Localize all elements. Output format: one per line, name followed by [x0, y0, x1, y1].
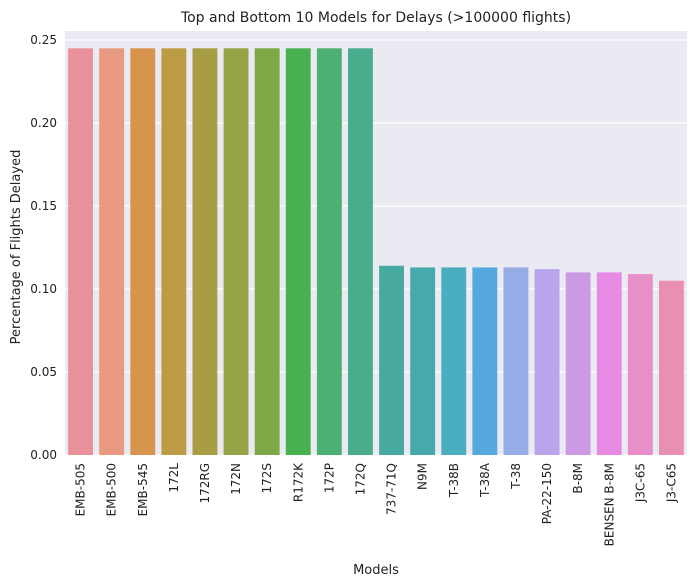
y-tick-label: 0.20 — [30, 116, 57, 130]
x-tick-label: J3-C65 — [664, 463, 678, 503]
x-tick-label: 172Q — [353, 463, 367, 495]
bar-172s — [254, 48, 280, 456]
bar-emb-545 — [130, 48, 156, 456]
bar-bensen-b-8m — [596, 272, 622, 455]
x-tick-label: T-38B — [447, 463, 461, 498]
bar-172p — [316, 48, 342, 456]
x-tick-labels: EMB-505 EMB-500 EMB-545 172L 172RG 172N 172S R1… — [74, 462, 679, 546]
x-tick-label: R172K — [291, 462, 305, 502]
bar-172l — [161, 48, 187, 456]
bar-t-38 — [503, 267, 529, 455]
bar-j3c-65 — [627, 274, 653, 455]
bar-t-38b — [441, 267, 467, 455]
bar-j3-c65 — [659, 280, 684, 455]
x-tick-label: BENSEN B-8M — [602, 463, 616, 546]
y-tick-label: 0.10 — [30, 282, 57, 296]
bars — [68, 48, 684, 456]
x-tick-label: 172N — [229, 463, 243, 495]
x-axis-label: Models — [353, 563, 399, 578]
y-tick-label: 0.15 — [30, 199, 57, 213]
plot-area — [65, 31, 687, 455]
x-tick-label: 172L — [167, 463, 181, 493]
bar-172rg — [192, 48, 218, 456]
y-tick-label: 0.05 — [30, 365, 57, 379]
x-tick-label: J3C-65 — [633, 463, 647, 503]
x-tick-label: 737-71Q — [385, 463, 399, 515]
x-tick-label: PA-22-150 — [540, 463, 554, 524]
x-tick-label: EMB-545 — [136, 463, 150, 516]
y-tick-labels: 0.00 0.05 0.10 0.15 0.20 0.25 — [30, 33, 57, 462]
bar-emb-505 — [68, 48, 93, 456]
chart-title: Top and Bottom 10 Models for Delays (>10… — [180, 10, 571, 26]
bar-t-38a — [472, 267, 498, 455]
x-tick-label: 172P — [322, 463, 336, 493]
x-tick-label: 172S — [260, 463, 274, 494]
bar-r172k — [285, 48, 311, 456]
bar-172n — [223, 48, 249, 456]
bar-b-8m — [565, 272, 591, 455]
x-tick-label: T-38A — [478, 462, 492, 498]
x-tick-label: T-38 — [509, 463, 523, 490]
y-axis-label: Percentage of Flights Delayed — [9, 150, 24, 345]
bar-emb-500 — [99, 48, 125, 456]
x-tick-label: EMB-505 — [74, 463, 88, 516]
x-tick-label: B-8M — [571, 463, 585, 494]
bar-172q — [348, 48, 373, 456]
y-tick-label: 0.25 — [30, 33, 57, 47]
bar-n9m — [410, 267, 436, 455]
x-tick-label: N9M — [416, 463, 430, 490]
x-tick-label: 172RG — [198, 463, 212, 504]
bar-pa-22-150 — [534, 269, 560, 455]
x-tick-label: EMB-500 — [105, 463, 119, 516]
bar-737-71q — [379, 265, 404, 455]
y-tick-label: 0.00 — [30, 448, 57, 462]
